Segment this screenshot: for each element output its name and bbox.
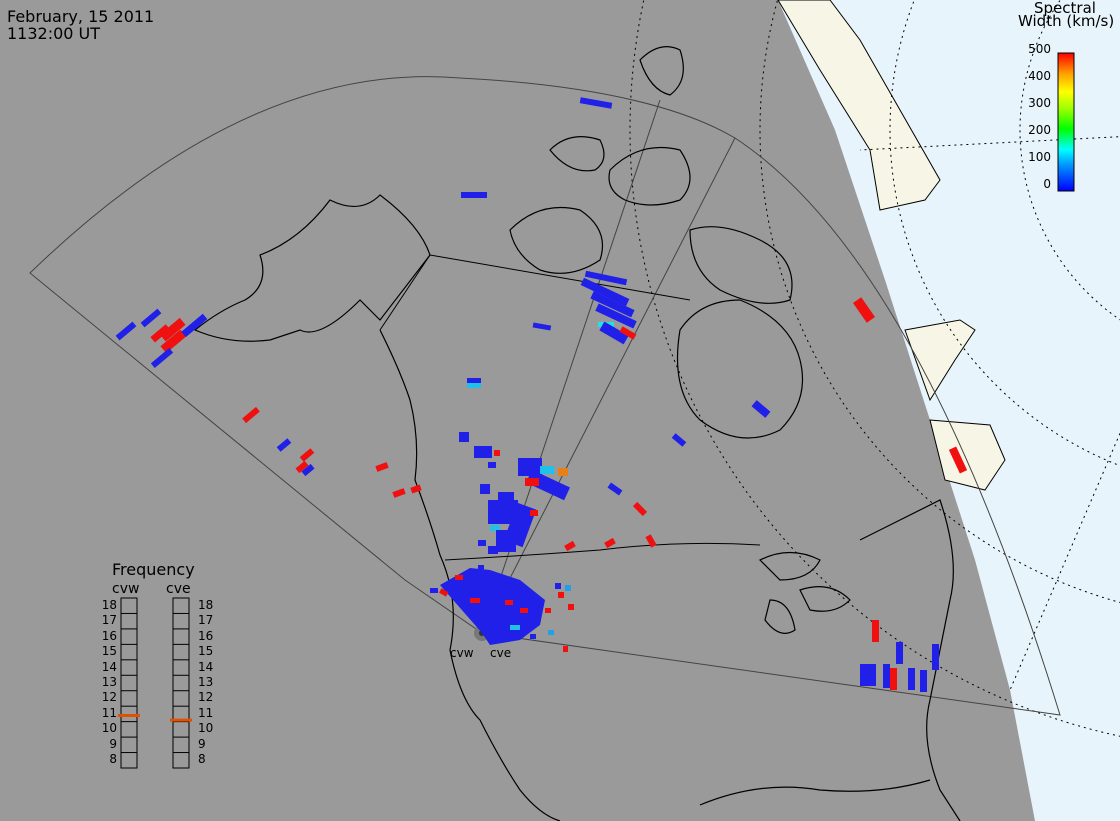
borders [379,254,761,561]
frequency-label-right: 9 [198,736,206,751]
echo-group-central [375,432,657,554]
radar-label-cvw: cvw [450,646,474,660]
colorbar-tick-200: 200 [1028,123,1051,137]
frequency-label-right: 11 [198,705,214,720]
colorbar-tick-300: 300 [1028,96,1051,110]
frequency-label-left: 12 [101,690,117,705]
frequency-label-right: 16 [198,628,214,643]
frequency-label-left: 15 [101,644,117,659]
frequency-label-right: 17 [198,613,214,628]
frequency-label-right: 10 [198,721,214,736]
frequency-label-right: 14 [198,659,214,674]
frequency-cvw-label: cvw [112,581,140,597]
sunlit-greenland [777,0,941,211]
frequency-label-left: 16 [101,628,117,643]
frequency-label-right: 13 [198,675,214,689]
frequency-label-left: 9 [109,736,117,751]
colorbar [1057,52,1075,192]
frequency-label-right: 15 [198,644,214,659]
frequency-label-left: 17 [101,613,117,628]
radar-label-cve: cve [490,646,512,660]
frequency-ticks [121,612,189,769]
frequency-label-right: 12 [198,690,214,705]
colorbar-tick-0: 0 [1043,177,1051,191]
colorbar-tick-100: 100 [1028,150,1051,164]
frequency-title: Frequency [112,560,195,579]
frequency-label-right: 8 [198,752,206,767]
sunlit-ocean [778,0,1120,821]
frequency-label-left: 8 [109,752,117,767]
echo-group-alaska [115,308,315,477]
sunlit-newfoundland [929,419,1006,491]
echo-group-north [461,97,968,474]
echo-group-east [860,620,939,692]
frequency-label-left: 14 [101,659,117,674]
colorbar-tick-500: 500 [1028,42,1051,56]
colorbar-title-line1: Spectral [1034,0,1096,17]
echo-cells [115,97,968,692]
frequency-label-left: 13 [101,675,117,689]
frequency-cve-label: cve [166,581,191,597]
frequency-label-left: 18 [101,597,117,612]
coastlines [193,46,961,821]
frequency-label-left: 11 [101,705,117,720]
colorbar-tick-400: 400 [1028,69,1051,83]
echo-group-near-radar [430,565,574,652]
time-label: 1132:00 UT [7,24,101,43]
grid-lines [629,0,1120,737]
colorbar-title-line2: Width (km/s) [1018,12,1115,30]
frequency-label-right: 18 [198,597,214,612]
date-label: February, 15 2011 [7,7,155,26]
frequency-label-left: 10 [101,721,117,736]
